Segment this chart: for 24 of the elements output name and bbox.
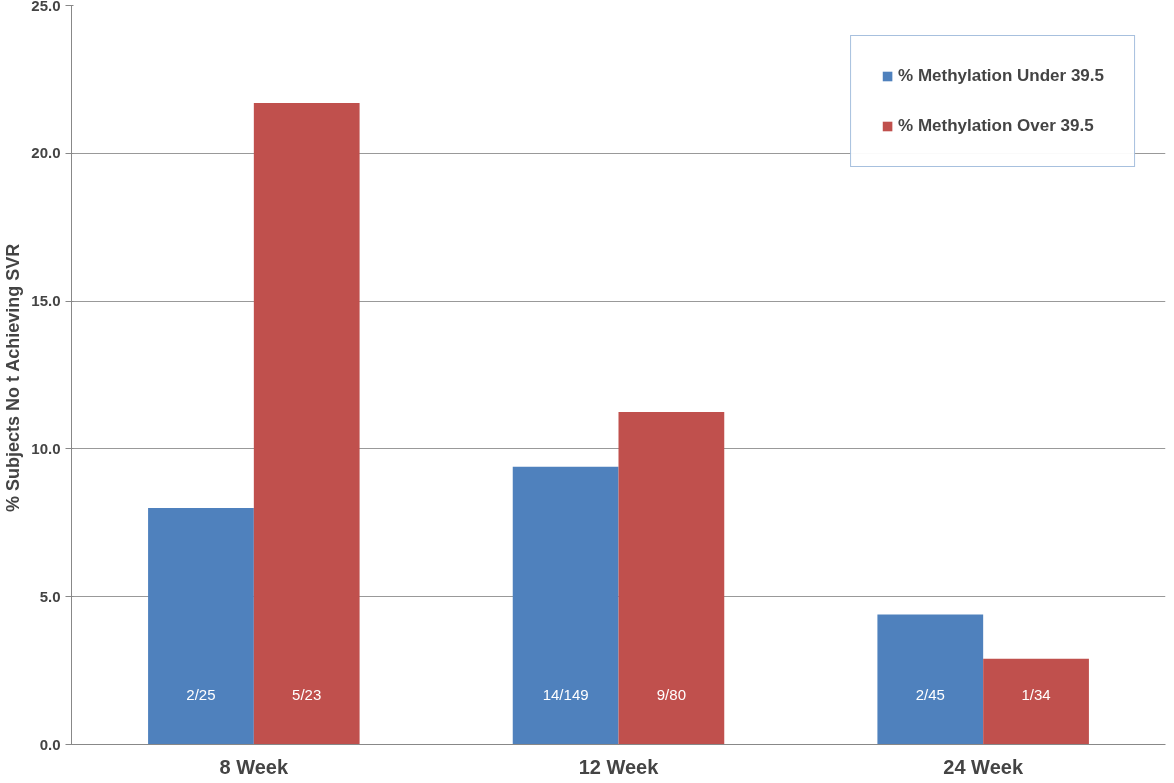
bar: [148, 508, 254, 745]
bar: [253, 103, 360, 745]
data-label: 14/149: [542, 685, 589, 703]
bar: [983, 658, 1089, 745]
y-tick-label: 10.0: [31, 439, 61, 457]
y-tick-label: 15.0: [31, 292, 61, 310]
x-tick-label: 24 Week: [943, 755, 1024, 778]
bar: [618, 411, 725, 745]
y-tick-label: 25.0: [31, 0, 61, 14]
x-tick-label: 12 Week: [578, 755, 660, 778]
data-label: 2/45: [915, 685, 945, 703]
data-label: 5/23: [292, 685, 322, 703]
y-tick-label: 20.0: [31, 144, 61, 162]
x-tick-label: 8 Week: [219, 755, 289, 778]
data-label: 1/34: [1021, 685, 1051, 703]
bar: [877, 614, 984, 745]
y-axis-title: % Subjects No t Achieving SVR: [3, 243, 24, 513]
bar: [512, 466, 619, 745]
data-label: 2/25: [186, 685, 216, 703]
legend-label: % Methylation Over 39.5: [898, 116, 1094, 136]
y-tick-label: 0.0: [39, 735, 61, 753]
legend-label: % Methylation Under 39.5: [898, 66, 1104, 86]
y-tick-label: 5.0: [39, 587, 61, 605]
data-label: 9/80: [656, 685, 686, 703]
